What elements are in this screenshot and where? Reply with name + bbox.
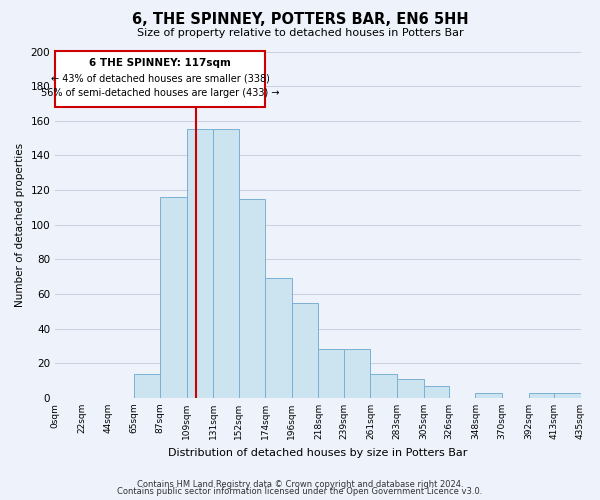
- Y-axis label: Number of detached properties: Number of detached properties: [15, 142, 25, 307]
- Bar: [370, 374, 397, 398]
- Bar: [292, 302, 319, 398]
- Bar: [265, 278, 292, 398]
- Bar: [529, 392, 554, 398]
- Bar: [319, 350, 344, 398]
- Bar: [239, 198, 265, 398]
- Text: Contains public sector information licensed under the Open Government Licence v3: Contains public sector information licen…: [118, 487, 482, 496]
- Bar: [134, 374, 160, 398]
- Text: Size of property relative to detached houses in Potters Bar: Size of property relative to detached ho…: [137, 28, 463, 38]
- Text: 6, THE SPINNEY, POTTERS BAR, EN6 5HH: 6, THE SPINNEY, POTTERS BAR, EN6 5HH: [131, 12, 469, 28]
- Bar: [55, 52, 265, 107]
- Bar: [344, 350, 370, 398]
- Bar: [187, 130, 214, 398]
- Text: ← 43% of detached houses are smaller (338): ← 43% of detached houses are smaller (33…: [51, 73, 269, 83]
- Text: Contains HM Land Registry data © Crown copyright and database right 2024.: Contains HM Land Registry data © Crown c…: [137, 480, 463, 489]
- Bar: [475, 392, 502, 398]
- Bar: [397, 379, 424, 398]
- Bar: [160, 197, 187, 398]
- Bar: [424, 386, 449, 398]
- Text: 56% of semi-detached houses are larger (433) →: 56% of semi-detached houses are larger (…: [41, 88, 280, 98]
- X-axis label: Distribution of detached houses by size in Potters Bar: Distribution of detached houses by size …: [168, 448, 467, 458]
- Text: 6 THE SPINNEY: 117sqm: 6 THE SPINNEY: 117sqm: [89, 58, 231, 68]
- Bar: [554, 392, 581, 398]
- Bar: [214, 130, 239, 398]
